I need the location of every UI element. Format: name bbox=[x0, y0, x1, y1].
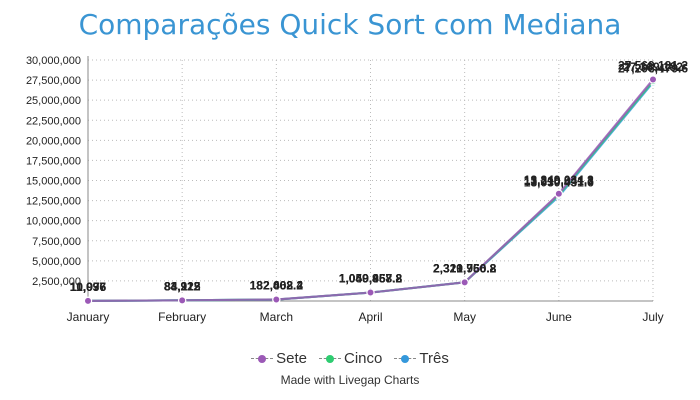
data-label: 83,925 bbox=[164, 279, 201, 293]
data-label: 13,210,841.3 bbox=[524, 174, 594, 188]
legend-swatch-cinco bbox=[319, 353, 342, 365]
y-tick-label: 5,000,000 bbox=[32, 256, 81, 268]
series-line-1 bbox=[87, 80, 654, 303]
legend-item-tres[interactable]: Três bbox=[394, 350, 449, 367]
y-tick-labels: 2,500,000 5,000,000 7,500,000 10,000,000 12,… bbox=[26, 55, 81, 288]
data-label: 84,112 bbox=[164, 279, 200, 293]
data-label: 13,349,034.3 bbox=[524, 173, 594, 187]
x-tick-label: February bbox=[158, 310, 206, 324]
data-label: 11,096 bbox=[70, 280, 106, 294]
x-tick-label: June bbox=[546, 310, 572, 324]
legend-label-cinco: Cinco bbox=[344, 350, 383, 367]
legend-label-tres: Três bbox=[419, 350, 449, 367]
y-tick-label: 7,500,000 bbox=[32, 236, 81, 248]
data-label: 1,049,467.8 bbox=[339, 272, 403, 286]
data-point bbox=[554, 189, 564, 198]
x-tick-label: March bbox=[260, 310, 293, 324]
data-label: 11,037 bbox=[70, 280, 106, 294]
data-label: 13,030,431.6 bbox=[524, 175, 594, 189]
data-label: 182,408.4 bbox=[250, 279, 304, 293]
data-label: 2,319,760.2 bbox=[433, 261, 497, 275]
data-point bbox=[272, 295, 281, 304]
y-tick-label: 12,500,000 bbox=[26, 196, 81, 208]
series-group bbox=[83, 75, 658, 306]
data-point bbox=[177, 296, 187, 305]
y-tick-label: 15,000,000 bbox=[26, 176, 81, 188]
legend-swatch-tres bbox=[394, 353, 417, 365]
x-tick-labels: January February March April May June July bbox=[67, 310, 664, 324]
y-tick-label: 2,500,000 bbox=[32, 276, 81, 288]
data-labels: 10,976 83,925 182,002.2 1,049,467.8 2,319,76… bbox=[70, 59, 689, 294]
y-tick-label: 17,500,000 bbox=[26, 155, 81, 167]
y-tick-label: 20,000,000 bbox=[26, 135, 81, 147]
legend-swatch-sete bbox=[251, 353, 274, 365]
x-tick-label: January bbox=[67, 310, 110, 324]
data-label: 2,321,960.8 bbox=[433, 261, 497, 275]
data-label: 1,049,958.8 bbox=[339, 272, 403, 286]
line-chart: 2,500,000 5,000,000 7,500,000 10,000,000 12,… bbox=[26, 55, 689, 324]
y-tick-label: 27,500,000 bbox=[26, 75, 81, 87]
data-label: 27,206,479.6 bbox=[618, 61, 688, 75]
x-tick-label: May bbox=[453, 310, 476, 324]
data-label: 10,976 bbox=[70, 280, 107, 294]
y-tick-label: 10,000,000 bbox=[26, 216, 81, 228]
data-label: 182,002.2 bbox=[250, 279, 304, 293]
data-point bbox=[460, 278, 469, 287]
data-label: 1,050,857.2 bbox=[339, 272, 403, 286]
chart-title: Comparações Quick Sort com Mediana bbox=[78, 8, 622, 41]
legend-item-cinco[interactable]: Cinco bbox=[319, 350, 382, 367]
data-label: 27,569,181.2 bbox=[618, 59, 688, 73]
legend: Sete Cinco Três bbox=[0, 350, 700, 367]
data-label: 27,369,182 bbox=[623, 60, 683, 74]
data-point bbox=[366, 288, 375, 297]
data-label: 2,320,756.8 bbox=[433, 261, 497, 275]
y-tick-label: 30,000,000 bbox=[26, 55, 81, 67]
legend-label-sete: Sete bbox=[276, 350, 308, 367]
y-tick-label: 25,000,000 bbox=[26, 95, 81, 107]
x-tick-label: April bbox=[358, 310, 382, 324]
data-point bbox=[83, 296, 93, 306]
data-label: 84,212 bbox=[164, 279, 201, 293]
legend-item-sete[interactable]: Sete bbox=[251, 350, 307, 367]
x-tick-label: July bbox=[642, 310, 663, 324]
data-point bbox=[648, 75, 658, 84]
y-tick-label: 22,500,000 bbox=[26, 115, 81, 127]
data-label: 182,663.2 bbox=[250, 279, 304, 293]
credit-text: Made with Livegap Charts bbox=[280, 373, 420, 387]
